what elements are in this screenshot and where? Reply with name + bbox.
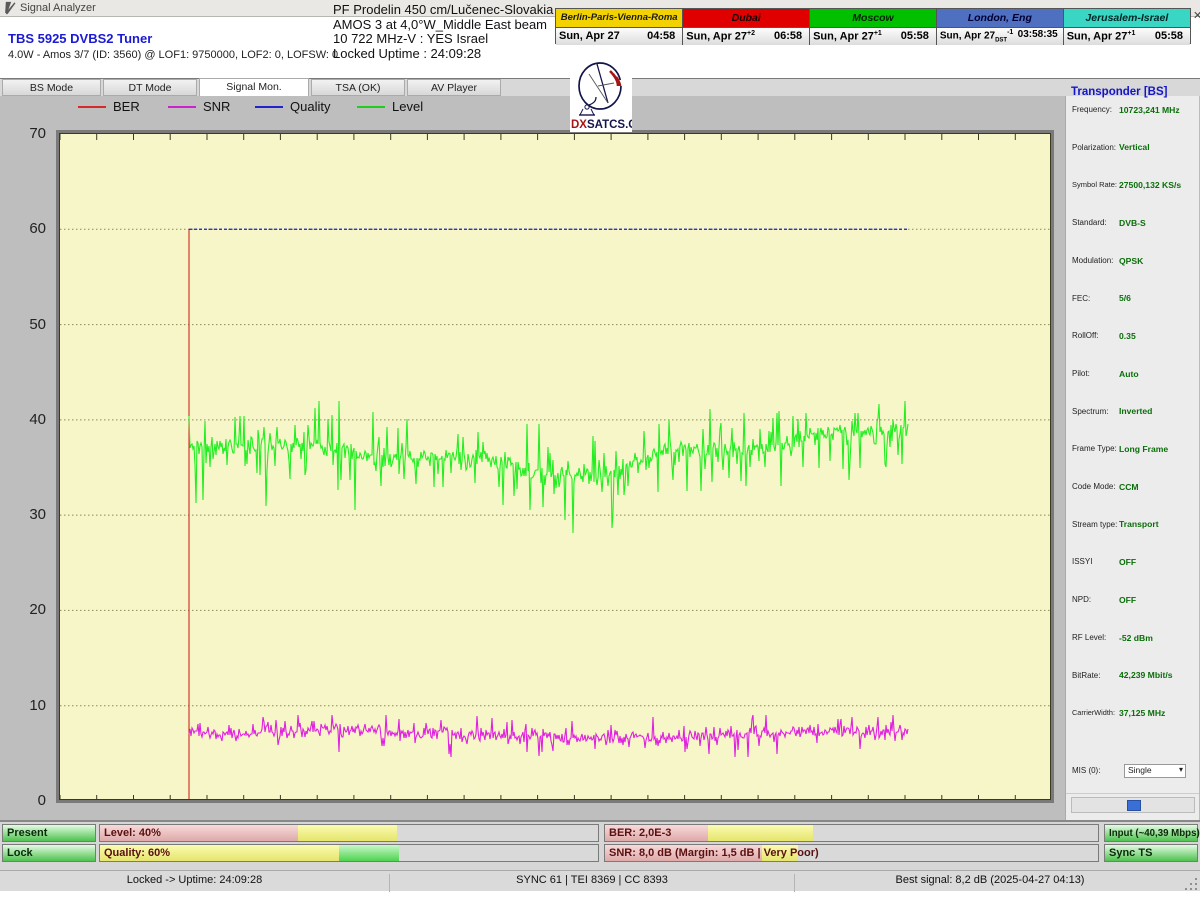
- svg-text:DXSATCS.COM: DXSATCS.COM: [571, 119, 632, 131]
